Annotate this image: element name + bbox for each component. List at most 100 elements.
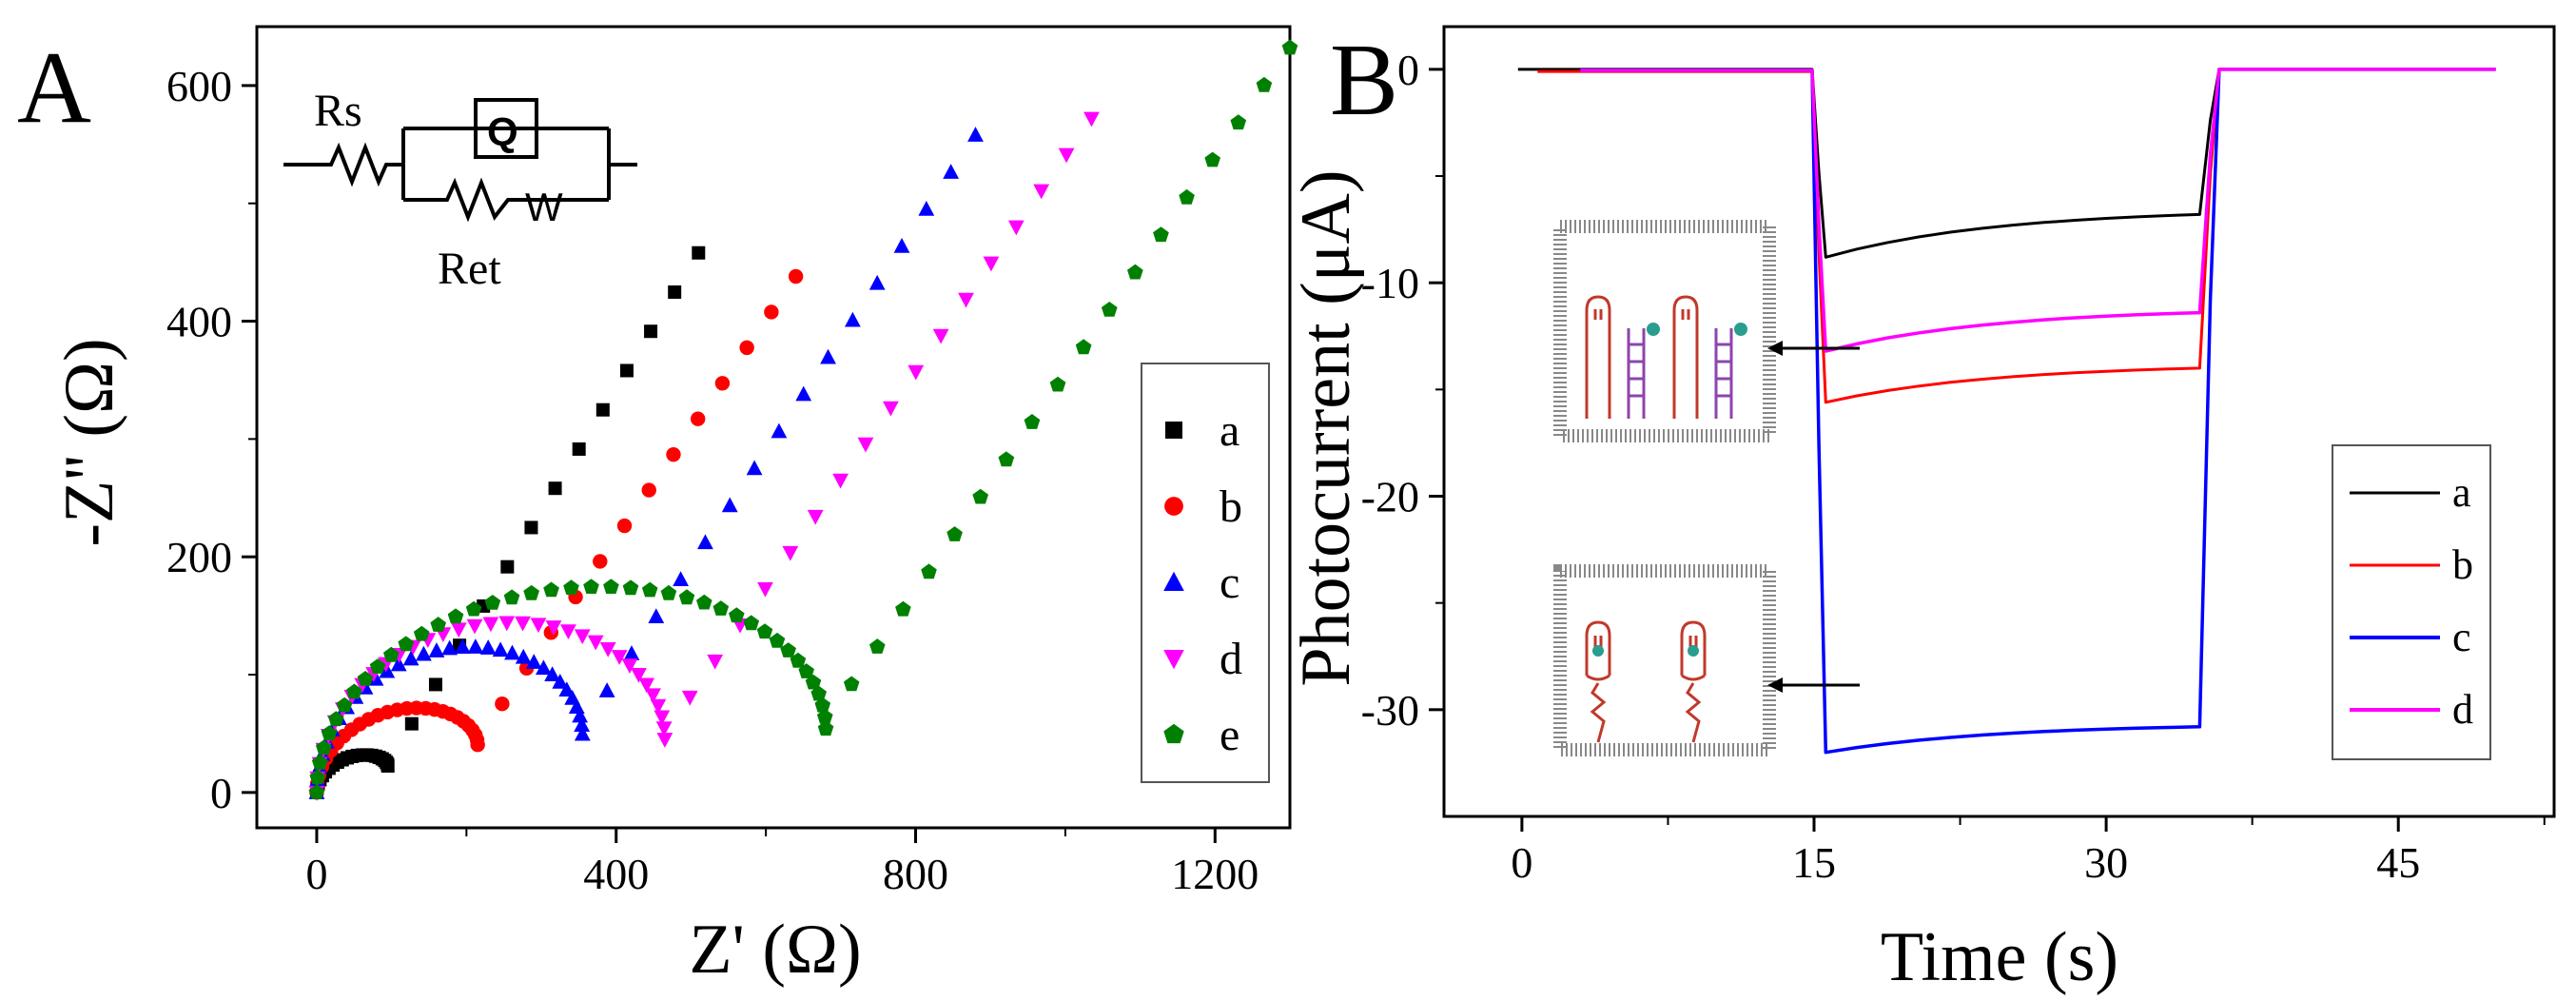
- series-b-point: [764, 304, 779, 320]
- inset1-probe-2: [1672, 295, 1699, 419]
- series-c-point: [673, 571, 690, 587]
- series-e-point: [523, 584, 539, 600]
- series-e-point: [696, 594, 712, 610]
- series-d-point: [654, 710, 671, 726]
- series-a-point: [524, 520, 538, 535]
- series-e-point: [311, 754, 328, 770]
- series-e-point: [308, 784, 325, 799]
- series-e-point: [583, 579, 599, 594]
- rs-label: Rs: [314, 86, 362, 136]
- series-d-point: [757, 581, 773, 598]
- series-d-point: [574, 629, 591, 645]
- series-b-point: [616, 518, 633, 534]
- series-d-point: [656, 733, 673, 748]
- series-a-point: [619, 363, 634, 378]
- series-d: [308, 111, 1100, 801]
- panel-a-axes-frame: [255, 25, 1292, 830]
- series-d-point: [450, 622, 467, 638]
- series-b-point: [739, 340, 754, 356]
- series-c-point: [467, 638, 484, 654]
- legend-marker-e: [1163, 723, 1184, 744]
- panel-a-ylabel: -Z'' (Ω): [50, 338, 128, 546]
- panel-a-data: [308, 39, 1298, 801]
- schematic-hybridized-inset: [1553, 220, 1860, 442]
- series-d-point: [611, 650, 628, 665]
- trace-b: [1537, 68, 2496, 404]
- series-c-point: [544, 666, 561, 682]
- series-e-point: [756, 623, 773, 639]
- inset1-probe-stems: [1593, 309, 1690, 320]
- series-d-point: [545, 620, 562, 636]
- panel-b-xtick-label: 30: [2084, 838, 2128, 887]
- series-e-point: [712, 600, 730, 616]
- series-d-point: [1058, 147, 1075, 164]
- series-d-point: [1033, 184, 1050, 200]
- ret-resistor: [403, 177, 609, 223]
- series-c-point: [572, 707, 589, 723]
- series-d-point: [882, 401, 899, 417]
- series-c-point: [893, 237, 910, 253]
- series-c-point: [648, 608, 665, 623]
- series-e-point: [972, 488, 988, 504]
- q-label: Q: [487, 109, 518, 154]
- series-a-point: [692, 245, 706, 260]
- series-d-point: [621, 658, 638, 674]
- panel-b-ytick-label: 0: [1397, 46, 1419, 94]
- series-c-point: [428, 642, 445, 658]
- series-b: [309, 268, 804, 800]
- series-e-point: [798, 663, 814, 678]
- series-e-point: [780, 642, 796, 658]
- inset2-hairpin-2-tail: [1685, 682, 1702, 743]
- series-d-point: [832, 473, 849, 489]
- series-e-point: [1153, 226, 1169, 243]
- legend-label-e: e: [1220, 710, 1239, 760]
- series-e-point: [321, 725, 338, 740]
- series-d-point: [655, 721, 673, 737]
- series-d-point: [681, 690, 698, 706]
- panel-b-ytick-label: -30: [1361, 686, 1419, 735]
- series-d-point: [645, 688, 661, 704]
- panel-a-xtick-label: 1200: [1171, 850, 1259, 898]
- legend-text-d: d: [2452, 686, 2473, 733]
- series-e-point: [309, 769, 326, 785]
- series-a-point: [548, 481, 562, 496]
- series-c-point: [558, 681, 576, 697]
- series-b-point: [788, 268, 804, 285]
- series-d-point: [1083, 111, 1100, 128]
- series-e-point: [447, 608, 464, 624]
- panel-a-ytick-label: 0: [210, 769, 232, 817]
- trace-c: [1580, 68, 2496, 755]
- series-c-point: [402, 650, 420, 666]
- series-e-point: [1049, 376, 1066, 392]
- series-e-point: [678, 589, 695, 605]
- series-b-point: [690, 411, 706, 426]
- series-d-point: [932, 328, 949, 344]
- inset2-label-dot-1: [1592, 645, 1604, 657]
- series-d-point: [807, 509, 824, 525]
- series-d-point: [498, 616, 516, 632]
- series-e-point: [543, 581, 559, 598]
- inset1-label-dot-1: [1647, 323, 1660, 336]
- legend-marker-c: [1163, 571, 1184, 591]
- series-c-point: [552, 673, 569, 689]
- series-e-point: [369, 658, 386, 674]
- series-c-point: [367, 670, 384, 686]
- series-c-point: [771, 422, 788, 439]
- series-a-point: [381, 758, 395, 773]
- series-a-point: [572, 442, 586, 456]
- series-e-point: [998, 451, 1015, 467]
- panel-a-xtick-label: 0: [305, 850, 327, 898]
- series-c-point: [918, 201, 935, 216]
- series-c-point: [379, 662, 396, 678]
- panel-a-legend-box: [1141, 363, 1270, 783]
- panel-b-label: B: [1330, 24, 1398, 137]
- series-c-point: [574, 725, 591, 741]
- series-e-point: [790, 652, 807, 668]
- series-e-point: [622, 579, 639, 596]
- series-d-point: [782, 545, 799, 561]
- series-e-point: [413, 625, 430, 641]
- panel-b-axes-frame: [1442, 25, 2556, 818]
- panel-b-ylabel: Photocurrent (μA): [1287, 169, 1365, 686]
- series-c-point: [574, 716, 591, 732]
